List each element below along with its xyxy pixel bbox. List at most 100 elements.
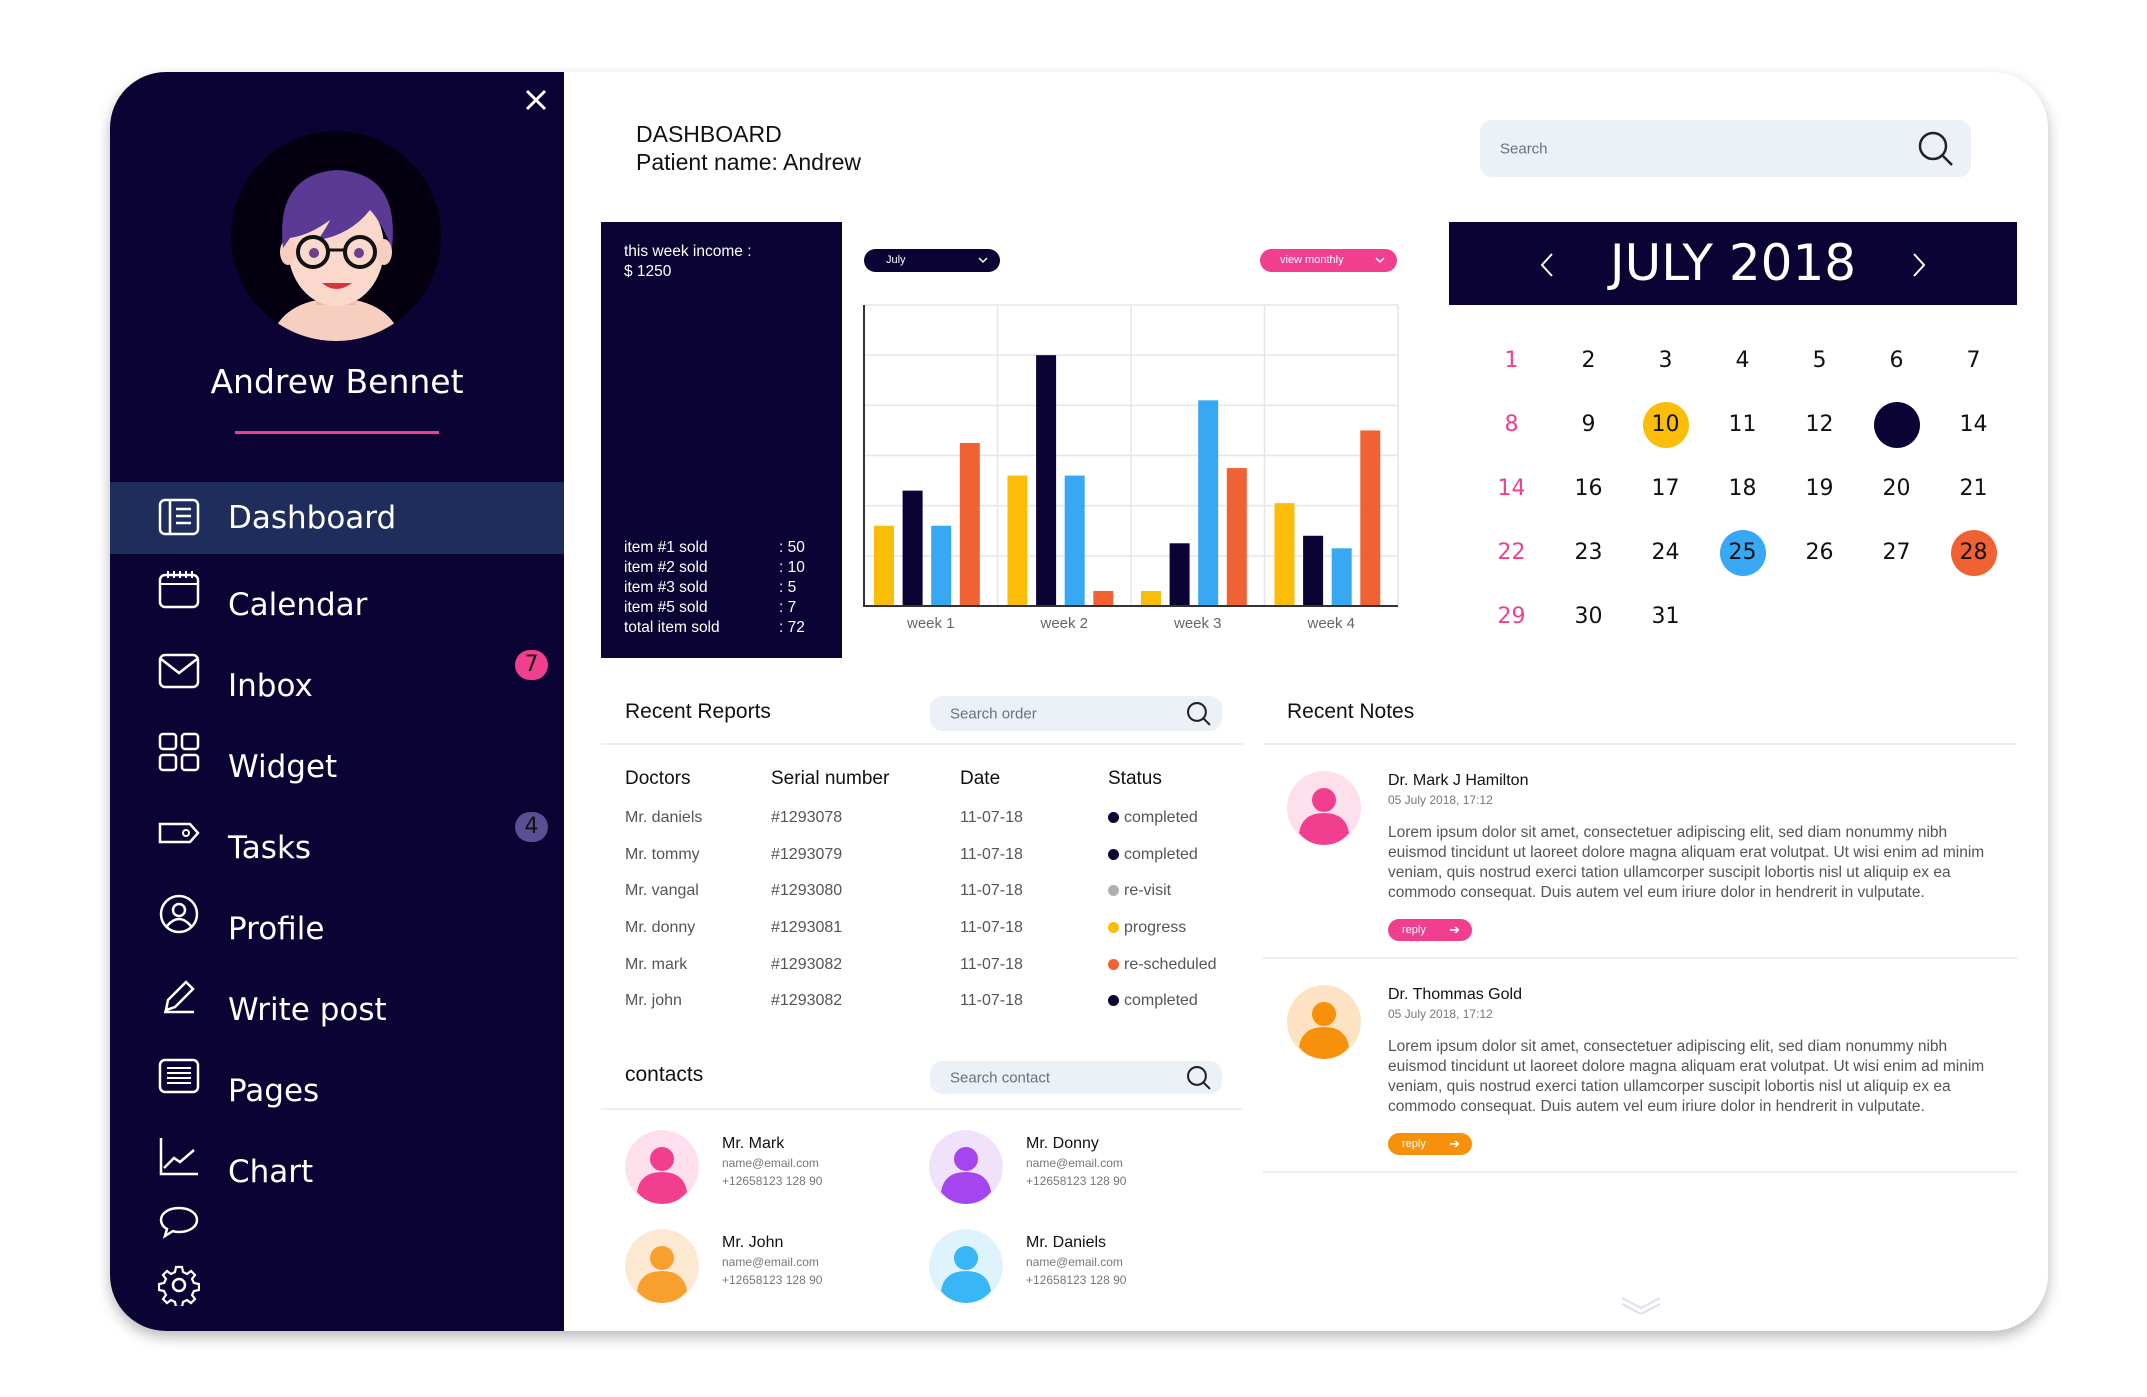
contact-item[interactable]: Mr. Donny name@email.com +12658123 128 90 bbox=[929, 1130, 1233, 1229]
note-date: 05 July 2018, 17:12 bbox=[1388, 793, 1493, 807]
calendar-cell: 28 bbox=[1935, 521, 2012, 585]
calendar-day[interactable]: 22 bbox=[1497, 540, 1526, 565]
calendar-day[interactable]: 21 bbox=[1959, 476, 1988, 501]
table-row[interactable]: Mr. donny #1293081 11-07-18 progress bbox=[625, 910, 1245, 947]
calendar-day[interactable]: 27 bbox=[1882, 540, 1911, 565]
calendar-icon bbox=[158, 571, 200, 609]
view-dropdown[interactable]: view monthly bbox=[1260, 249, 1397, 272]
calendar-day[interactable]: 31 bbox=[1651, 604, 1680, 629]
search-order-input[interactable]: Search order bbox=[930, 696, 1222, 731]
calendar-day[interactable]: 29 bbox=[1497, 604, 1526, 629]
dashboard-icon bbox=[158, 498, 200, 536]
table-row[interactable]: Mr. tommy #1293079 11-07-18 completed bbox=[625, 837, 1245, 874]
calendar-day[interactable]: 11 bbox=[1728, 412, 1757, 437]
search-icon[interactable] bbox=[1186, 701, 1212, 727]
reply-button[interactable]: reply ➔ bbox=[1388, 1133, 1472, 1155]
calendar-cell: 2 bbox=[1550, 329, 1627, 393]
contact-item[interactable]: Mr. Mark name@email.com +12658123 128 90 bbox=[625, 1130, 929, 1229]
calendar-day[interactable]: 28 bbox=[1950, 530, 1997, 576]
sidebar-item-profile[interactable]: Profile bbox=[110, 887, 564, 968]
calendar-day[interactable]: 7 bbox=[1966, 348, 1981, 373]
calendar-day[interactable]: 4 bbox=[1735, 348, 1750, 373]
calendar-day[interactable]: 10 bbox=[1642, 402, 1689, 448]
gear-icon[interactable] bbox=[158, 1264, 200, 1306]
contact-avatar bbox=[625, 1229, 699, 1303]
contact-item[interactable]: Mr. John name@email.com +12658123 128 90 bbox=[625, 1229, 929, 1328]
contact-item[interactable]: Mr. Daniels name@email.com +12658123 128 9… bbox=[929, 1229, 1233, 1328]
sidebar-item-inbox[interactable]: Inbox 7 bbox=[110, 644, 564, 725]
month-dropdown[interactable]: July bbox=[864, 249, 1000, 272]
calendar-day[interactable]: 24 bbox=[1651, 540, 1680, 565]
calendar-day[interactable]: 26 bbox=[1805, 540, 1834, 565]
contact-email: name@email.com bbox=[722, 1255, 819, 1269]
contact-details: Mr. Mark name@email.com +12658123 128 90 bbox=[722, 1130, 822, 1190]
calendar-day[interactable]: 13 bbox=[1873, 402, 1920, 448]
calendar-day[interactable]: 25 bbox=[1719, 530, 1766, 576]
sidebar-item-widget[interactable]: Widget bbox=[110, 725, 564, 806]
calendar-day[interactable]: 14 bbox=[1959, 412, 1988, 437]
calendar-cell: 17 bbox=[1627, 457, 1704, 521]
chevron-right-icon[interactable] bbox=[1911, 252, 1927, 278]
dashboard-window: Andrew Bennet Dashboard Calendar Inbox 7… bbox=[110, 72, 2048, 1331]
calendar-day[interactable]: 9 bbox=[1581, 412, 1596, 437]
bar-week-2-series-2 bbox=[1036, 355, 1057, 606]
calendar-day[interactable]: 18 bbox=[1728, 476, 1757, 501]
sidebar-item-write-post[interactable]: Write post bbox=[110, 968, 564, 1049]
search-icon[interactable] bbox=[1186, 1065, 1212, 1091]
calendar-day[interactable]: 1 bbox=[1504, 348, 1519, 373]
calendar-day[interactable]: 3 bbox=[1658, 348, 1673, 373]
bar-week-3-series-4 bbox=[1226, 468, 1247, 606]
status-cell: completed bbox=[1108, 809, 1245, 827]
bar-week-4-series-1 bbox=[1274, 503, 1295, 606]
calendar-cell: 6 bbox=[1858, 329, 1935, 393]
table-row[interactable]: Mr. mark #1293082 11-07-18 re-scheduled bbox=[625, 946, 1245, 983]
view-value: view monthly bbox=[1280, 254, 1344, 266]
sidebar-item-pages[interactable]: Pages bbox=[110, 1049, 564, 1130]
calendar-day[interactable]: 20 bbox=[1882, 476, 1911, 501]
income-item: item #2 sold: 10 bbox=[624, 558, 829, 578]
calendar-day[interactable]: 16 bbox=[1574, 476, 1603, 501]
contacts-list: Mr. Mark name@email.com +12658123 128 90 Mr… bbox=[625, 1130, 1233, 1328]
doctor-cell: Mr. daniels bbox=[625, 809, 703, 827]
search-icon[interactable] bbox=[1917, 130, 1955, 168]
calendar-day[interactable]: 8 bbox=[1504, 412, 1519, 437]
calendar-day[interactable]: 12 bbox=[1805, 412, 1834, 437]
sidebar-item-dashboard[interactable]: Dashboard bbox=[110, 482, 564, 554]
name-underline bbox=[235, 431, 439, 434]
table-row[interactable]: Mr. vangal #1293080 11-07-18 re-visit bbox=[625, 873, 1245, 910]
reply-button[interactable]: reply ➔ bbox=[1388, 919, 1472, 941]
table-row[interactable]: Mr. john #1293082 11-07-18 completed bbox=[625, 983, 1245, 1020]
chevron-left-icon[interactable] bbox=[1539, 252, 1555, 278]
chevron-down-icon[interactable] bbox=[1620, 1294, 1662, 1314]
contact-name: Mr. Daniels bbox=[1026, 1234, 1107, 1251]
calendar-day[interactable]: 2 bbox=[1581, 348, 1596, 373]
income-item-value: : 50 bbox=[779, 539, 805, 556]
search-contact-input[interactable]: Search contact bbox=[930, 1061, 1222, 1094]
x-tick-label: week 1 bbox=[906, 615, 955, 632]
calendar-cell: 9 bbox=[1550, 393, 1627, 457]
sidebar-item-label: Inbox bbox=[228, 668, 313, 704]
sidebar-item-tasks[interactable]: Tasks 4 bbox=[110, 806, 564, 887]
chat-bubble-icon[interactable] bbox=[158, 1202, 200, 1244]
status-dot bbox=[1108, 885, 1119, 897]
calendar-day[interactable]: 6 bbox=[1889, 348, 1904, 373]
calendar-day[interactable]: 14 bbox=[1497, 476, 1526, 501]
calendar-day[interactable]: 19 bbox=[1805, 476, 1834, 501]
sidebar-item-label: Widget bbox=[228, 749, 338, 785]
column-header: Status bbox=[1108, 768, 1162, 789]
close-icon[interactable] bbox=[524, 88, 548, 112]
calendar-cell: 27 bbox=[1858, 521, 1935, 585]
doctor-cell: Mr. john bbox=[625, 992, 682, 1010]
status-cell: re-visit bbox=[1108, 882, 1245, 900]
table-row[interactable]: Mr. daniels #1293078 11-07-18 completed bbox=[625, 800, 1245, 837]
income-item: item #5 sold: 7 bbox=[624, 598, 829, 618]
calendar-day[interactable]: 17 bbox=[1651, 476, 1680, 501]
date-cell: 11-07-18 bbox=[960, 919, 1023, 937]
sidebar-item-chart[interactable]: Chart bbox=[110, 1130, 564, 1211]
sidebar-item-calendar[interactable]: Calendar bbox=[110, 563, 564, 644]
calendar-day[interactable]: 5 bbox=[1812, 348, 1827, 373]
calendar-day[interactable]: 30 bbox=[1574, 604, 1603, 629]
calendar-day[interactable]: 23 bbox=[1574, 540, 1603, 565]
search-input[interactable]: Search bbox=[1480, 120, 1971, 177]
calendar-cell: 30 bbox=[1550, 585, 1627, 649]
